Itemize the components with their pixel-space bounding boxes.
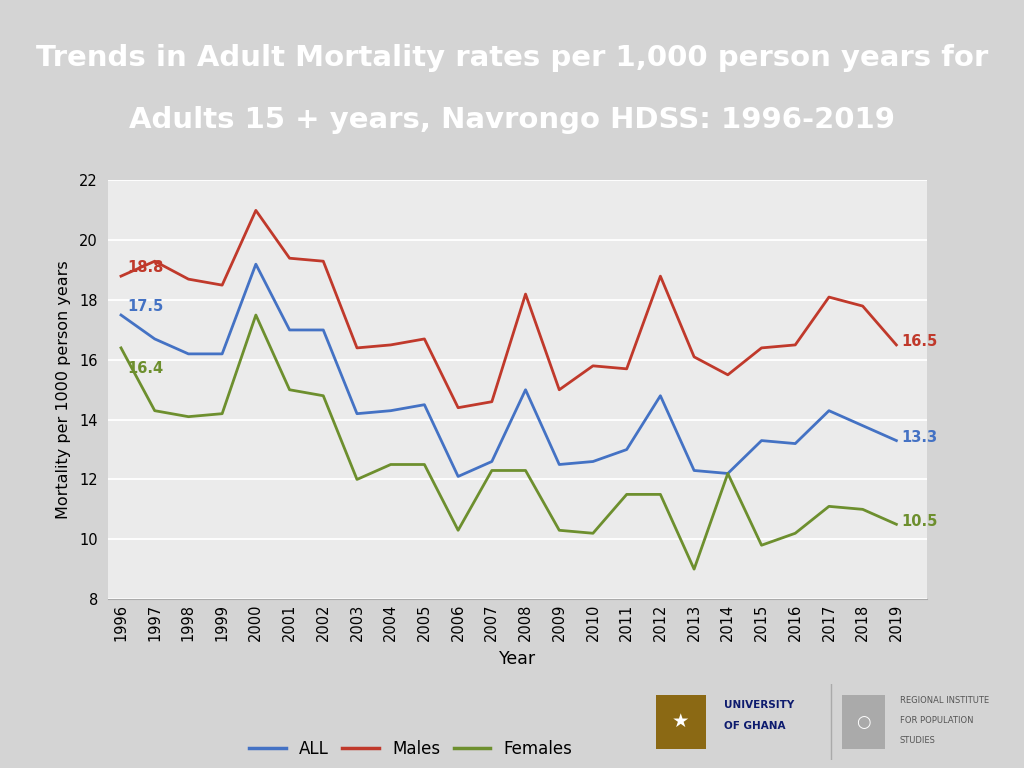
Text: 16.5: 16.5 xyxy=(901,334,938,349)
Text: 18.8: 18.8 xyxy=(128,260,164,275)
Text: 17.5: 17.5 xyxy=(128,299,164,313)
Legend: ALL, Males, Females: ALL, Males, Females xyxy=(243,733,579,764)
Text: Adults 15 + years, Navrongo HDSS: 1996-2019: Adults 15 + years, Navrongo HDSS: 1996-2… xyxy=(129,106,895,134)
Text: UNIVERSITY: UNIVERSITY xyxy=(724,700,795,710)
Text: 10.5: 10.5 xyxy=(901,514,938,529)
Text: Trends in Adult Mortality rates per 1,000 person years for: Trends in Adult Mortality rates per 1,00… xyxy=(36,45,988,72)
Text: REGIONAL INSTITUTE: REGIONAL INSTITUTE xyxy=(899,696,989,705)
Text: 16.4: 16.4 xyxy=(128,361,164,376)
Text: FOR POPULATION: FOR POPULATION xyxy=(899,716,973,725)
Bar xyxy=(842,695,885,749)
Text: STUDIES: STUDIES xyxy=(899,736,936,745)
Text: 13.3: 13.3 xyxy=(901,430,938,445)
Y-axis label: Mortality per 1000 person years: Mortality per 1000 person years xyxy=(55,260,71,519)
Text: OF GHANA: OF GHANA xyxy=(724,720,785,731)
Text: ★: ★ xyxy=(672,713,690,731)
Bar xyxy=(655,695,707,749)
Text: ○: ○ xyxy=(856,713,871,731)
X-axis label: Year: Year xyxy=(499,650,536,667)
